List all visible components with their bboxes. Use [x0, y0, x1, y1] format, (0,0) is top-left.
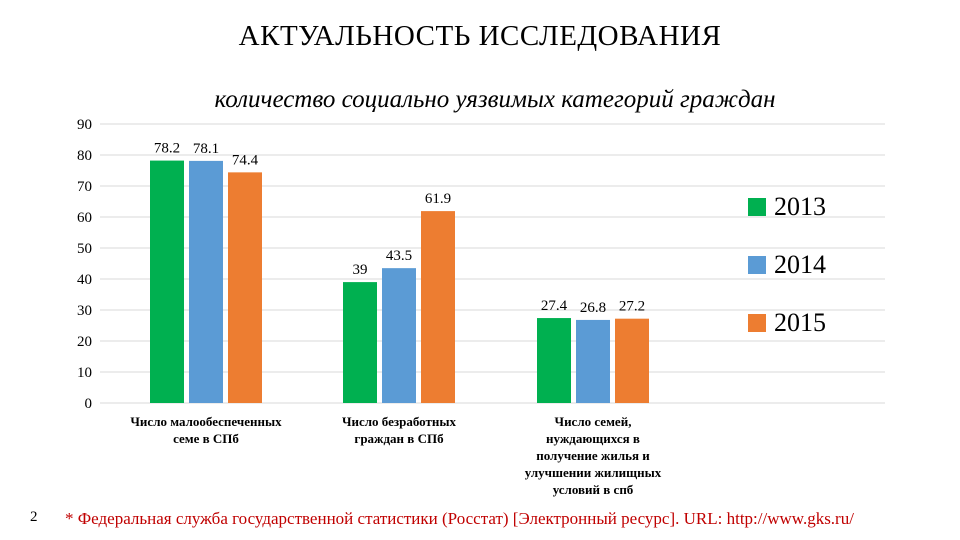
data-label: 61.9: [425, 191, 451, 207]
data-label: 78.1: [193, 141, 219, 157]
y-tick-label: 50: [77, 241, 92, 257]
bar-2015: [615, 318, 649, 403]
y-tick-label: 10: [77, 365, 92, 381]
data-label: 43.5: [386, 248, 412, 264]
legend-item-2013: 2013: [748, 192, 826, 221]
slide-title: АКТУАЛЬНОСТЬ ИССЛЕДОВАНИЯ: [238, 20, 722, 52]
data-label: 27.2: [619, 299, 645, 315]
bar-2013: [150, 160, 184, 403]
data-label: 27.4: [541, 298, 568, 314]
source-footnote: * Федеральная служба государственной ста…: [65, 509, 854, 528]
bar-2015: [228, 172, 262, 403]
x-category-label: Число малообеспеченных семе в СПб: [130, 414, 282, 446]
y-tick-label: 30: [77, 303, 92, 319]
y-tick-label: 80: [77, 148, 92, 164]
legend-swatch-2015: [748, 314, 766, 332]
data-label: 74.4: [232, 152, 259, 168]
y-tick-label: 40: [77, 272, 92, 288]
y-tick-label: 60: [77, 210, 92, 226]
legend-item-2014: 2014: [748, 250, 826, 279]
y-tick-label: 0: [85, 396, 93, 412]
chart-title: количество социально уязвимых категорий …: [214, 86, 776, 113]
bar-2013: [343, 282, 377, 403]
data-label: 39: [353, 262, 368, 278]
page-number: 2: [30, 509, 38, 525]
bar-2014: [576, 319, 610, 403]
data-label: 26.8: [580, 300, 606, 316]
y-tick-label: 90: [77, 117, 92, 133]
legend-label-2015: 2015: [774, 308, 826, 337]
y-tick-label: 20: [77, 334, 92, 350]
legend-swatch-2013: [748, 198, 766, 216]
data-label: 78.2: [154, 141, 180, 157]
x-category-label: Число безработных граждан в СПб: [341, 414, 457, 446]
legend-swatch-2014: [748, 256, 766, 274]
x-category-label: Число семей, нуждающихся в получение жил…: [524, 414, 662, 497]
bar-2014: [189, 160, 223, 403]
legend-label-2014: 2014: [774, 250, 826, 279]
legend-label-2013: 2013: [774, 192, 826, 221]
bar-2015: [421, 211, 455, 403]
bar-2013: [537, 318, 571, 403]
bar-2014: [382, 268, 416, 403]
legend-item-2015: 2015: [748, 308, 826, 337]
y-tick-label: 70: [77, 179, 92, 195]
